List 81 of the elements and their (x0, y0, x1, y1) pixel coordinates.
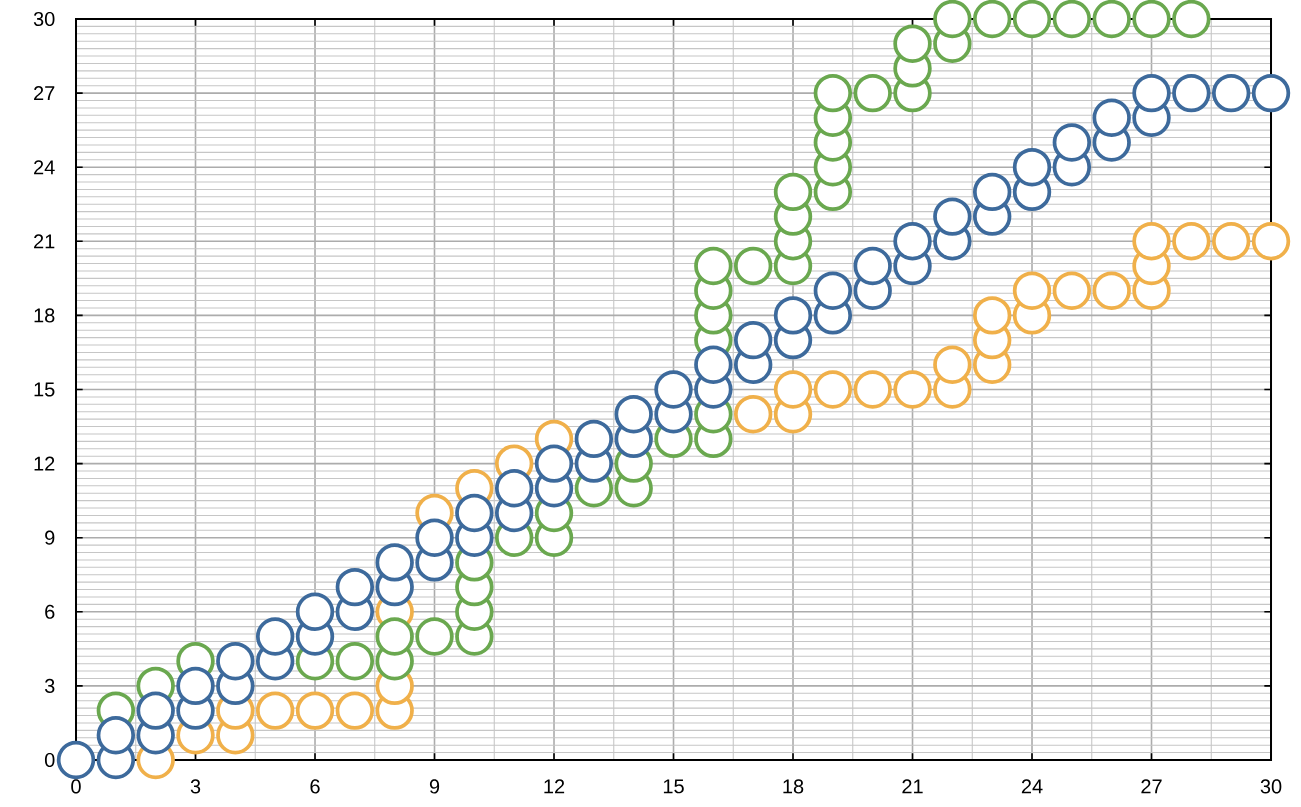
point (733, 246, 773, 286)
y-tick-label: 27 (34, 86, 55, 101)
x-tick-label: 24 (1021, 779, 1043, 794)
x-tick-label: 0 (71, 779, 81, 794)
x-tick-label: 3 (190, 779, 201, 794)
point (1092, 271, 1131, 310)
point (415, 518, 454, 557)
y-tick-label: 0 (44, 752, 55, 768)
point (773, 370, 813, 409)
x-tick-label: 9 (429, 779, 440, 794)
y-tick-label: 15 (34, 382, 55, 397)
point (494, 469, 534, 508)
point (1012, 0, 1052, 39)
point (375, 543, 414, 582)
point (1012, 147, 1052, 187)
point (255, 617, 295, 656)
point (216, 641, 255, 681)
point (1132, 0, 1171, 39)
y-tick-label: 9 (45, 530, 55, 545)
point (1132, 222, 1171, 261)
x-tick-label: 18 (783, 779, 804, 794)
point (96, 716, 136, 755)
point (813, 73, 853, 113)
point (813, 370, 853, 409)
point (1012, 271, 1052, 310)
point (1172, 73, 1211, 113)
point (614, 394, 653, 434)
y-tick-label: 12 (34, 456, 55, 471)
x-tick-label: 12 (544, 779, 565, 794)
point (813, 271, 853, 310)
point (335, 641, 375, 681)
point (1172, 0, 1211, 39)
point (1092, 0, 1131, 39)
point (574, 419, 614, 459)
point (933, 0, 972, 39)
point (893, 370, 932, 409)
point (534, 444, 574, 483)
point (733, 394, 773, 434)
point (1052, 0, 1092, 39)
point (853, 246, 892, 286)
x-tick-label: 27 (1141, 779, 1162, 794)
point (654, 370, 693, 409)
point (733, 320, 773, 360)
point (853, 73, 892, 113)
point (972, 172, 1012, 212)
point (415, 617, 454, 656)
point (694, 246, 733, 286)
point (1052, 271, 1092, 310)
point (176, 666, 215, 706)
point (773, 296, 813, 335)
point (255, 691, 295, 730)
point (1092, 98, 1131, 137)
y-tick-label: 6 (45, 604, 55, 619)
point (933, 345, 972, 384)
x-tick-label: 21 (902, 779, 923, 794)
point (893, 222, 932, 261)
point (1052, 123, 1092, 162)
x-tick-label: 6 (310, 779, 320, 794)
point (1132, 73, 1171, 113)
y-tick-label: 21 (34, 234, 55, 249)
y-tick-label: 24 (34, 160, 55, 175)
point (455, 493, 494, 533)
point (773, 172, 813, 212)
y-tick-label: 3 (44, 678, 55, 693)
point (295, 592, 335, 631)
point (972, 296, 1012, 335)
point (933, 197, 972, 236)
point (295, 691, 335, 730)
point (694, 345, 733, 384)
y-tick-label: 30 (33, 11, 55, 27)
y-tick-label: 18 (34, 308, 55, 323)
point (972, 0, 1012, 39)
point (375, 617, 414, 656)
point (335, 691, 375, 730)
x-tick-label: 15 (663, 779, 684, 794)
point (335, 567, 375, 607)
point (893, 24, 932, 63)
point (136, 691, 175, 730)
x-tick-label: 30 (1260, 779, 1282, 794)
point (1172, 222, 1211, 261)
point (853, 370, 892, 409)
